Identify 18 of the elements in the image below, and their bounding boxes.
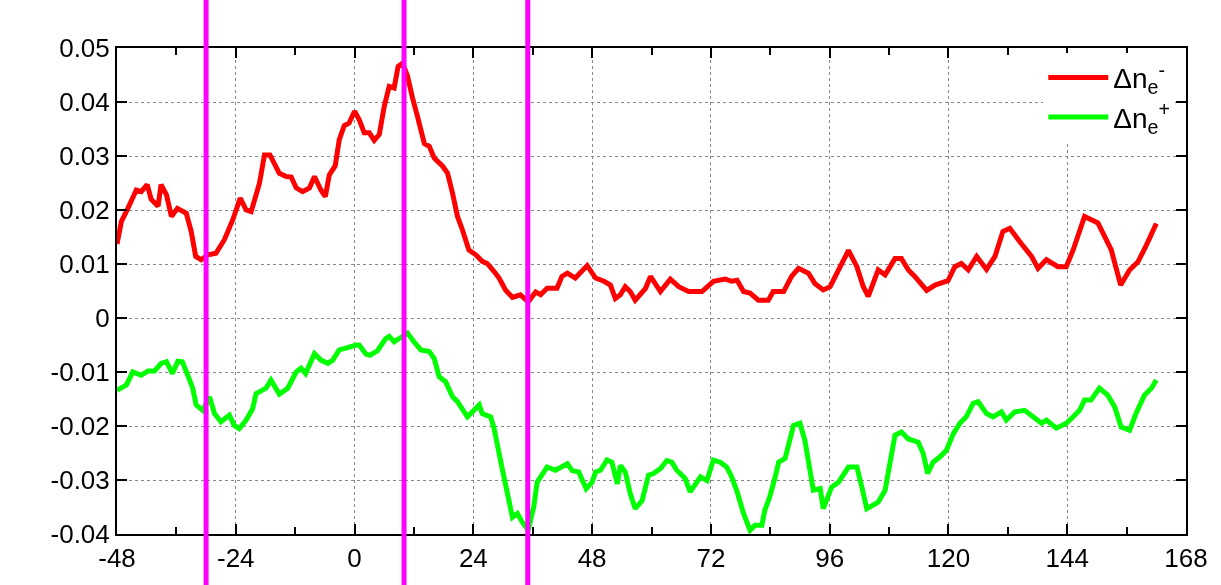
x-tick-label: 120 — [926, 543, 971, 574]
y-tick-label: 0.02 — [59, 195, 110, 226]
x-tick-label: 48 — [577, 543, 607, 574]
y-tick-label: 0.01 — [59, 249, 110, 280]
y-tick-label: 0.03 — [59, 141, 110, 172]
y-tick-label: 0.05 — [59, 33, 110, 64]
y-tick-label: -0.02 — [50, 411, 110, 442]
x-tick-label: 144 — [1045, 543, 1089, 574]
x-tick-label: 168 — [1164, 543, 1208, 574]
y-tick-label: -0.01 — [50, 357, 110, 388]
y-tick-label: 0 — [95, 303, 110, 334]
x-tick-label: -24 — [216, 543, 255, 574]
x-tick-label: 96 — [815, 543, 845, 574]
x-tick-label: 72 — [696, 543, 726, 574]
x-tick-label: 24 — [458, 543, 488, 574]
y-tick-label: 0.04 — [59, 87, 110, 118]
x-tick-label: 0 — [347, 543, 362, 574]
y-tick-label: -0.03 — [50, 465, 110, 496]
